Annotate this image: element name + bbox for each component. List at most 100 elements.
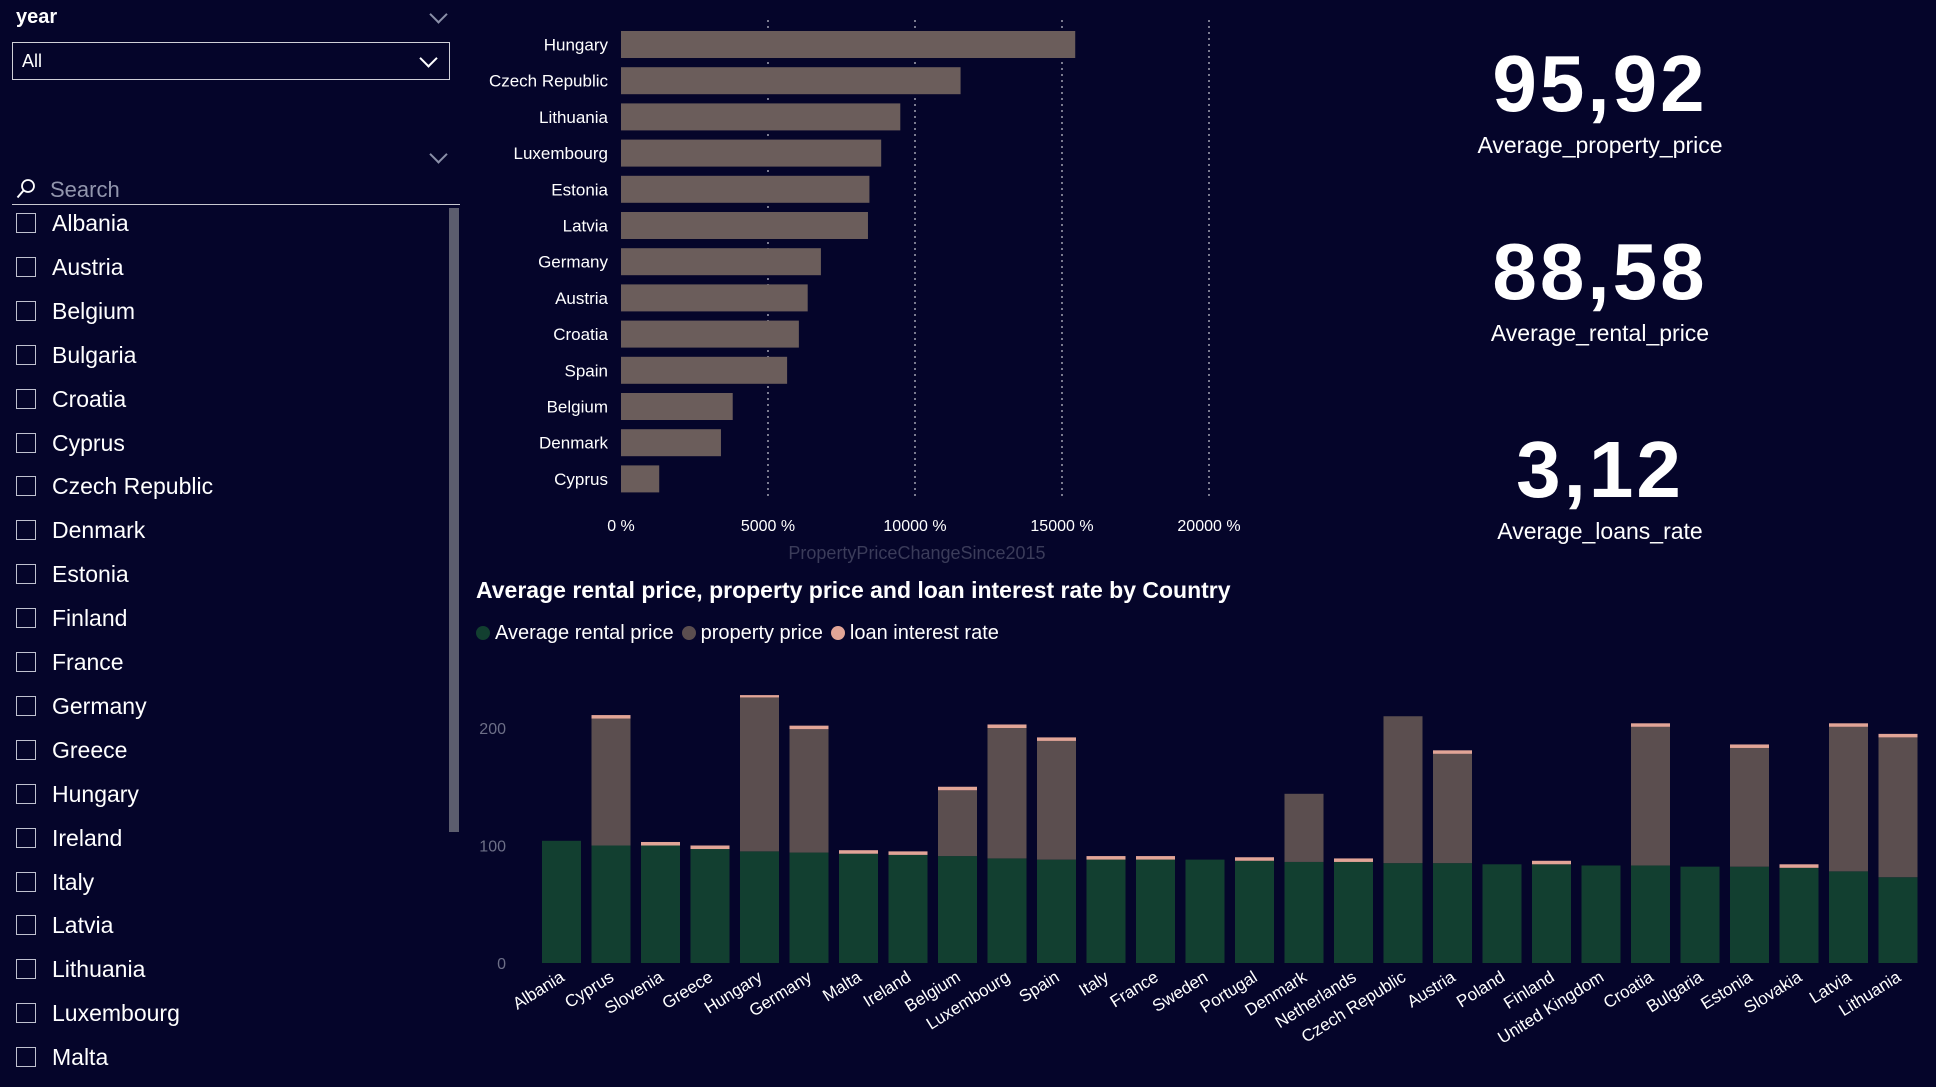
country-label: Ireland	[52, 824, 123, 851]
legend-item[interactable]: property price	[681, 622, 823, 645]
country-item[interactable]: Estonia	[12, 559, 442, 593]
bar-segment	[1730, 747, 1769, 867]
checkbox[interactable]	[16, 783, 36, 804]
bar-segment	[1284, 793, 1324, 862]
bar-segment	[987, 724, 1027, 728]
tick-label: 15000 %	[1030, 518, 1093, 535]
category-label: Cyprus	[554, 470, 608, 489]
bar-segment	[1680, 866, 1720, 963]
bar-segment	[987, 728, 1027, 859]
checkbox[interactable]	[16, 213, 36, 233]
tick-label: 0	[497, 956, 506, 973]
bar-segment	[1532, 864, 1571, 963]
year-dropdown-value: All	[22, 51, 43, 71]
checkbox[interactable]	[16, 871, 36, 892]
bar-segment	[938, 856, 977, 963]
category-label: Spain	[1016, 967, 1063, 1006]
country-item[interactable]: Italy	[12, 867, 442, 901]
search-input[interactable]	[48, 176, 452, 204]
search-icon	[16, 179, 35, 199]
bar-segment	[789, 725, 829, 730]
checkbox[interactable]	[16, 1003, 36, 1024]
bar	[621, 248, 821, 276]
country-item[interactable]: Austria	[12, 252, 442, 286]
country-item[interactable]: Bulgaria	[12, 340, 442, 374]
bar-segment	[1631, 723, 1670, 727]
bar-segment	[789, 729, 829, 853]
chevron-down-icon[interactable]	[429, 5, 448, 24]
checkbox[interactable]	[16, 652, 36, 672]
checkbox[interactable]	[16, 827, 36, 848]
country-item[interactable]: Hungary	[12, 779, 442, 813]
checkbox[interactable]	[16, 476, 36, 497]
bar-segment	[789, 852, 829, 963]
country-item[interactable]: Belgium	[12, 296, 442, 330]
bar	[621, 175, 870, 203]
category-label: Latvia	[563, 217, 609, 236]
checkbox[interactable]	[16, 915, 36, 936]
bar-segment	[1433, 863, 1472, 963]
country-item[interactable]: Finland	[12, 603, 442, 637]
country-item[interactable]: Croatia	[12, 384, 442, 418]
category-label: Poland	[1453, 967, 1508, 1011]
legend-label: Average rental price	[495, 622, 674, 644]
bar-segment	[1730, 744, 1769, 748]
legend-label: loan interest rate	[849, 622, 999, 644]
checkbox[interactable]	[16, 300, 36, 321]
country-item[interactable]: Ireland	[12, 823, 442, 857]
country-item[interactable]: Albania	[12, 208, 442, 242]
bar-segment	[1878, 733, 1918, 738]
tick-label: 5000 %	[741, 518, 795, 535]
bar-segment	[1532, 860, 1571, 865]
bar	[621, 103, 901, 131]
checkbox[interactable]	[16, 520, 36, 541]
year-slicer-title: year	[16, 6, 58, 28]
checkbox[interactable]	[16, 564, 36, 585]
category-label: Luxembourg	[513, 144, 608, 163]
checkbox[interactable]	[16, 959, 36, 980]
country-item[interactable]: Cyprus	[12, 428, 442, 462]
country-item[interactable]: Denmark	[12, 515, 442, 549]
country-item[interactable]: Malta	[12, 1042, 442, 1076]
checkbox[interactable]	[16, 256, 36, 277]
country-item[interactable]: Lithuania	[12, 954, 442, 988]
chevron-down-icon	[419, 49, 438, 68]
country-item[interactable]: Czech Republic	[12, 471, 442, 505]
checkbox[interactable]	[16, 344, 36, 365]
bar-segment	[938, 790, 977, 857]
bar-segment	[591, 845, 631, 963]
year-dropdown[interactable]: All	[12, 42, 450, 80]
country-item[interactable]: Greece	[12, 735, 442, 769]
scrollbar[interactable]	[449, 208, 459, 832]
checkbox[interactable]	[16, 695, 36, 716]
bar-segment	[1235, 857, 1274, 861]
checkbox[interactable]	[16, 608, 36, 629]
checkbox[interactable]	[16, 388, 36, 409]
country-item[interactable]: Luxembourg	[12, 998, 442, 1032]
bar-segment	[1136, 859, 1175, 963]
country-item[interactable]: France	[12, 647, 442, 681]
legend-label: property price	[700, 622, 823, 644]
bar-segment	[591, 715, 631, 719]
category-label: Hungary	[544, 36, 609, 55]
checkbox[interactable]	[16, 739, 36, 760]
checkbox[interactable]	[16, 1047, 36, 1068]
kpi-label: Average_property_price	[1477, 132, 1723, 158]
bar	[621, 67, 961, 95]
country-item[interactable]: Germany	[12, 691, 442, 725]
bar-segment	[1235, 860, 1274, 963]
tick-label: 0 %	[607, 518, 635, 535]
bar-segment	[1730, 866, 1769, 963]
country-label: Greece	[52, 736, 128, 763]
legend-item[interactable]: Average rental price	[476, 622, 674, 645]
chevron-down-icon[interactable]	[429, 145, 448, 164]
legend-item[interactable]: loan interest rate	[830, 622, 999, 645]
bar-segment	[1878, 737, 1918, 878]
country-item[interactable]: Latvia	[12, 910, 442, 944]
category-label: Albania	[509, 967, 568, 1013]
kpi-average-property-price: 95,92 Average_property_price	[1400, 44, 1800, 159]
bar-segment	[1037, 740, 1076, 860]
bar	[621, 212, 868, 239]
bar-segment	[888, 854, 928, 963]
checkbox[interactable]	[16, 432, 36, 453]
